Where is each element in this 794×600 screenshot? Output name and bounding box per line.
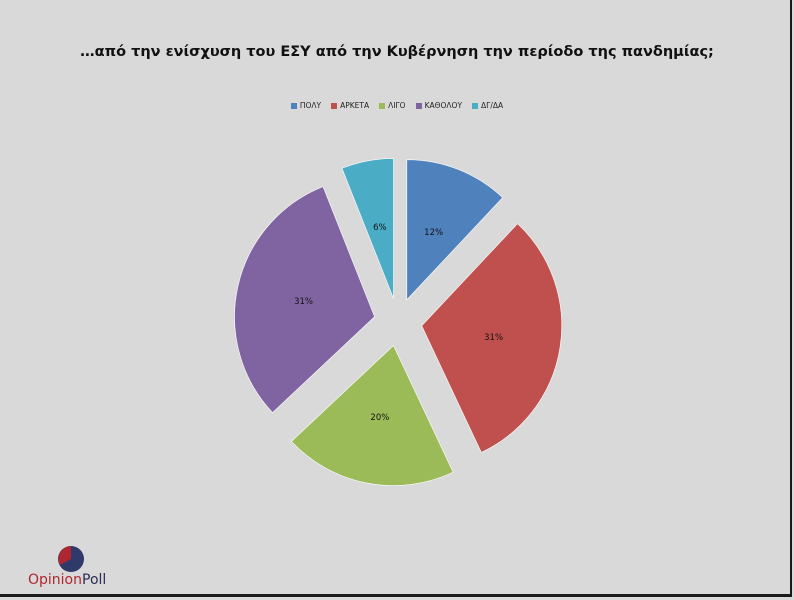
legend-swatch — [331, 102, 338, 109]
logo-mark-icon — [58, 546, 84, 572]
legend-item: ΔΓ/ΔΑ — [472, 101, 503, 110]
legend-label: ΛΙΓΟ — [388, 101, 406, 110]
legend-swatch — [415, 102, 422, 109]
legend-item: ΠΟΛΥ — [290, 101, 322, 110]
pie-slice — [291, 345, 454, 486]
legend-swatch — [472, 102, 479, 109]
legend-swatch — [379, 102, 386, 109]
pie-slice — [234, 186, 375, 414]
legend-item: ΛΙΓΟ — [379, 101, 406, 110]
logo-text-poll: Poll — [82, 572, 107, 588]
logo-text: OpinionPoll — [28, 572, 106, 588]
pie-slice — [421, 223, 562, 453]
logo-text-opinion: Opinion — [28, 572, 82, 588]
chart-legend: ΠΟΛΥ ΑΡΚΕΤΑ ΛΙΓΟ ΚΑΘΟΛΟΥ ΔΓ/ΔΑ — [0, 101, 794, 110]
pie-data-label: 12% — [424, 228, 443, 238]
pie-slice — [341, 158, 394, 299]
legend-item: ΚΑΘΟΛΟΥ — [415, 101, 463, 110]
legend-swatch — [290, 102, 297, 109]
legend-label: ΚΑΘΟΛΟΥ — [424, 101, 463, 110]
pie-slice — [406, 159, 504, 301]
legend-item: ΑΡΚΕΤΑ — [331, 101, 369, 110]
pie-data-label: 31% — [294, 297, 313, 307]
legend-label: ΑΡΚΕΤΑ — [340, 101, 370, 110]
pie-data-label: 20% — [370, 413, 389, 423]
opinionpoll-logo: OpinionPoll — [28, 540, 118, 592]
pie-data-label: 31% — [484, 333, 503, 343]
chart-title: …από την ενίσχυση του ΕΣΥ από την Κυβέρν… — [80, 44, 714, 60]
legend-label: ΠΟΛΥ — [299, 101, 322, 110]
legend-label: ΔΓ/ΔΑ — [481, 101, 504, 110]
pie-data-label: 6% — [373, 223, 387, 233]
